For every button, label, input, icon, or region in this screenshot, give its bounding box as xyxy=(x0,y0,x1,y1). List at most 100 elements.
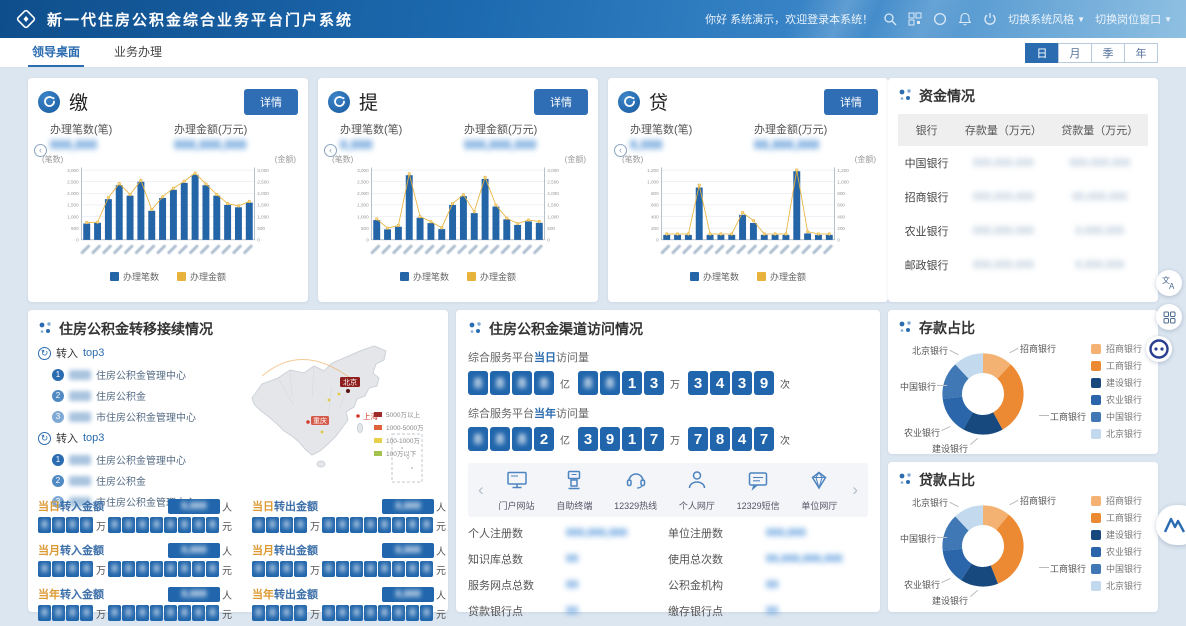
donut-legend-item[interactable]: 建设银行 xyxy=(1090,376,1142,389)
donut-legend-item[interactable]: 中国银行 xyxy=(1090,562,1142,575)
axis-unit-right: (金额) xyxy=(274,155,296,164)
chart-legend-item[interactable]: 办理笔数 xyxy=(399,270,449,283)
donut-legend-item[interactable]: 中国银行 xyxy=(1090,410,1142,423)
channel-item-gem[interactable]: 单位网厅 xyxy=(801,468,837,512)
channel-stat: 单位注册数 888,888 xyxy=(668,525,868,541)
donut-callout-label: 北京银行 xyxy=(912,346,949,356)
china-map: 北京 上海 重庆 5000万以上 1000-5000万 100-1000万 100万以… xyxy=(232,336,444,494)
svg-text:2,500: 2,500 xyxy=(547,179,559,184)
donut-legend-item[interactable]: 招商银行 xyxy=(1090,342,1142,355)
stat-prev-arrow-icon[interactable]: ‹ xyxy=(324,144,337,157)
funds-column-header: 存款量（万元） xyxy=(955,114,1052,146)
tab-leader-desktop[interactable]: 领导桌面 xyxy=(28,38,85,67)
tab-business[interactable]: 业务办理 xyxy=(114,45,163,59)
digit-box-blurred: 8 xyxy=(80,605,93,621)
chart-legend-item[interactable]: 办理金额 xyxy=(757,270,806,283)
digit-box-blurred: 8 xyxy=(192,605,205,621)
detail-button[interactable]: 详情 xyxy=(534,88,588,115)
apps-button[interactable] xyxy=(1156,304,1182,330)
funds-table-row: 招商银行 888,888,888 88,888,888 xyxy=(898,180,1148,214)
donut-legend-item[interactable]: 招商银行 xyxy=(1090,494,1142,507)
digit-box-blurred: 8 xyxy=(38,517,51,533)
donut-callout-label: 建设银行 xyxy=(932,596,969,606)
switch-window-button[interactable]: 切换岗位窗口 ▼ xyxy=(1095,14,1172,26)
channel-stat: 缴存银行点 88 xyxy=(668,603,868,619)
donut-legend-item[interactable]: 北京银行 xyxy=(1090,427,1142,440)
channel-item-hotline[interactable]: 12329热线 xyxy=(614,468,657,512)
top3-list-item: 1 住房公积金管理中心 xyxy=(52,367,238,382)
detail-button[interactable]: 详情 xyxy=(824,88,878,115)
svg-text:北京: 北京 xyxy=(343,378,357,387)
funds-column-header: 贷款量（万元） xyxy=(1051,114,1148,146)
donut-legend-item[interactable]: 建设银行 xyxy=(1090,528,1142,541)
rank-badge: 1 xyxy=(52,453,64,466)
stat-prev-arrow-icon[interactable]: ‹ xyxy=(614,144,627,157)
svg-text:500: 500 xyxy=(71,226,79,231)
channel-item-person[interactable]: 个人网厅 xyxy=(679,468,715,512)
carousel-next-icon[interactable]: › xyxy=(852,480,858,499)
search-icon[interactable] xyxy=(883,12,898,27)
svg-text:文: 文 xyxy=(1162,275,1170,285)
axis-unit-right: (金额) xyxy=(564,155,586,164)
svg-text:1,000: 1,000 xyxy=(547,214,559,219)
digit-box-blurred: 8 xyxy=(322,605,335,621)
carousel-prev-icon[interactable]: ‹ xyxy=(478,480,484,499)
digit-box-blurred: 8 xyxy=(534,371,554,395)
transfer-amount-row: 当年 转出金额 8,888 人 8 8 8 8 万 8 8 8 8 8 8 8 8 元 xyxy=(252,586,448,621)
digit-box-blurred: 8 xyxy=(266,605,279,621)
amount-action: 转出金额 xyxy=(274,589,318,601)
person-icon xyxy=(685,468,709,497)
period-button-季[interactable]: 季 xyxy=(1091,42,1125,63)
loan-value-blurred: 8,888,888 xyxy=(1075,225,1125,237)
period-button-月[interactable]: 月 xyxy=(1058,42,1092,63)
qr-icon[interactable] xyxy=(908,12,923,27)
tab-bar: 领导桌面 业务办理 日月季年 xyxy=(0,38,1186,68)
donut-legend-item[interactable]: 工商银行 xyxy=(1090,359,1142,372)
donut-legend-item[interactable]: 北京银行 xyxy=(1090,579,1142,592)
digit-box-blurred: 8 xyxy=(512,427,532,451)
power-icon[interactable] xyxy=(983,12,998,27)
channel-item-message[interactable]: 12329短信 xyxy=(737,468,780,512)
svg-text:2,500: 2,500 xyxy=(257,179,269,184)
detail-button[interactable]: 详情 xyxy=(244,88,298,115)
chart-legend-item[interactable]: 办理笔数 xyxy=(689,270,739,283)
donut-legend-item[interactable]: 农业银行 xyxy=(1090,393,1142,406)
chart-legend-item[interactable]: 办理笔数 xyxy=(109,270,159,283)
apps-grid-icon xyxy=(1163,311,1175,323)
chart-legend-item[interactable]: 办理金额 xyxy=(177,270,226,283)
map-city-beijing: 北京 xyxy=(340,377,360,393)
legend-swatch xyxy=(757,272,766,281)
donut-chart xyxy=(942,353,1024,435)
digit-box-blurred: 8 xyxy=(266,517,279,533)
robot-face-icon xyxy=(1149,339,1169,359)
donut-legend-item[interactable]: 农业银行 xyxy=(1090,545,1142,558)
transfer-amount-row: 当日 转入金额 8,888 人 8 8 8 8 万 8 8 8 8 8 8 8 8 元 xyxy=(38,498,234,533)
assistant-robot-button[interactable] xyxy=(1146,336,1172,362)
channel-item-monitor[interactable]: 门户网站 xyxy=(499,468,535,512)
greeting-text: 你好 系统演示，欢迎登录本系统！ xyxy=(705,14,874,26)
donut-chart xyxy=(942,505,1024,587)
brand-float-button[interactable] xyxy=(1156,505,1186,545)
channel-label: 个人网厅 xyxy=(678,501,715,511)
transfer-title: 住房公积金转移接续情况 xyxy=(59,321,213,337)
stat-prev-arrow-icon[interactable]: ‹ xyxy=(34,144,47,157)
svg-text:2,500: 2,500 xyxy=(67,179,79,184)
card-badge-icon xyxy=(618,90,640,113)
channel-item-kiosk[interactable]: 自助终端 xyxy=(556,468,592,512)
period-button-年[interactable]: 年 xyxy=(1124,42,1158,63)
chart-legend-item[interactable]: 办理金额 xyxy=(467,270,516,283)
deposit-value-blurred: 888,888,888 xyxy=(972,259,1034,271)
bell-icon[interactable] xyxy=(958,12,973,27)
donut-legend-item[interactable]: 工商银行 xyxy=(1090,511,1142,524)
period-switcher: 日月季年 xyxy=(1025,38,1158,67)
digit-box-blurred: 8 xyxy=(136,517,149,533)
digit-box-blurred: 8 xyxy=(350,517,363,533)
message-icon xyxy=(746,468,770,497)
switch-style-button[interactable]: 切换系统风格 ▼ xyxy=(1008,14,1086,26)
card-badge-icon xyxy=(328,90,350,113)
digit-box-blurred: 8 xyxy=(252,517,265,533)
scan-icon[interactable] xyxy=(933,12,948,27)
legend-swatch xyxy=(467,272,476,281)
period-button-日[interactable]: 日 xyxy=(1025,42,1059,63)
